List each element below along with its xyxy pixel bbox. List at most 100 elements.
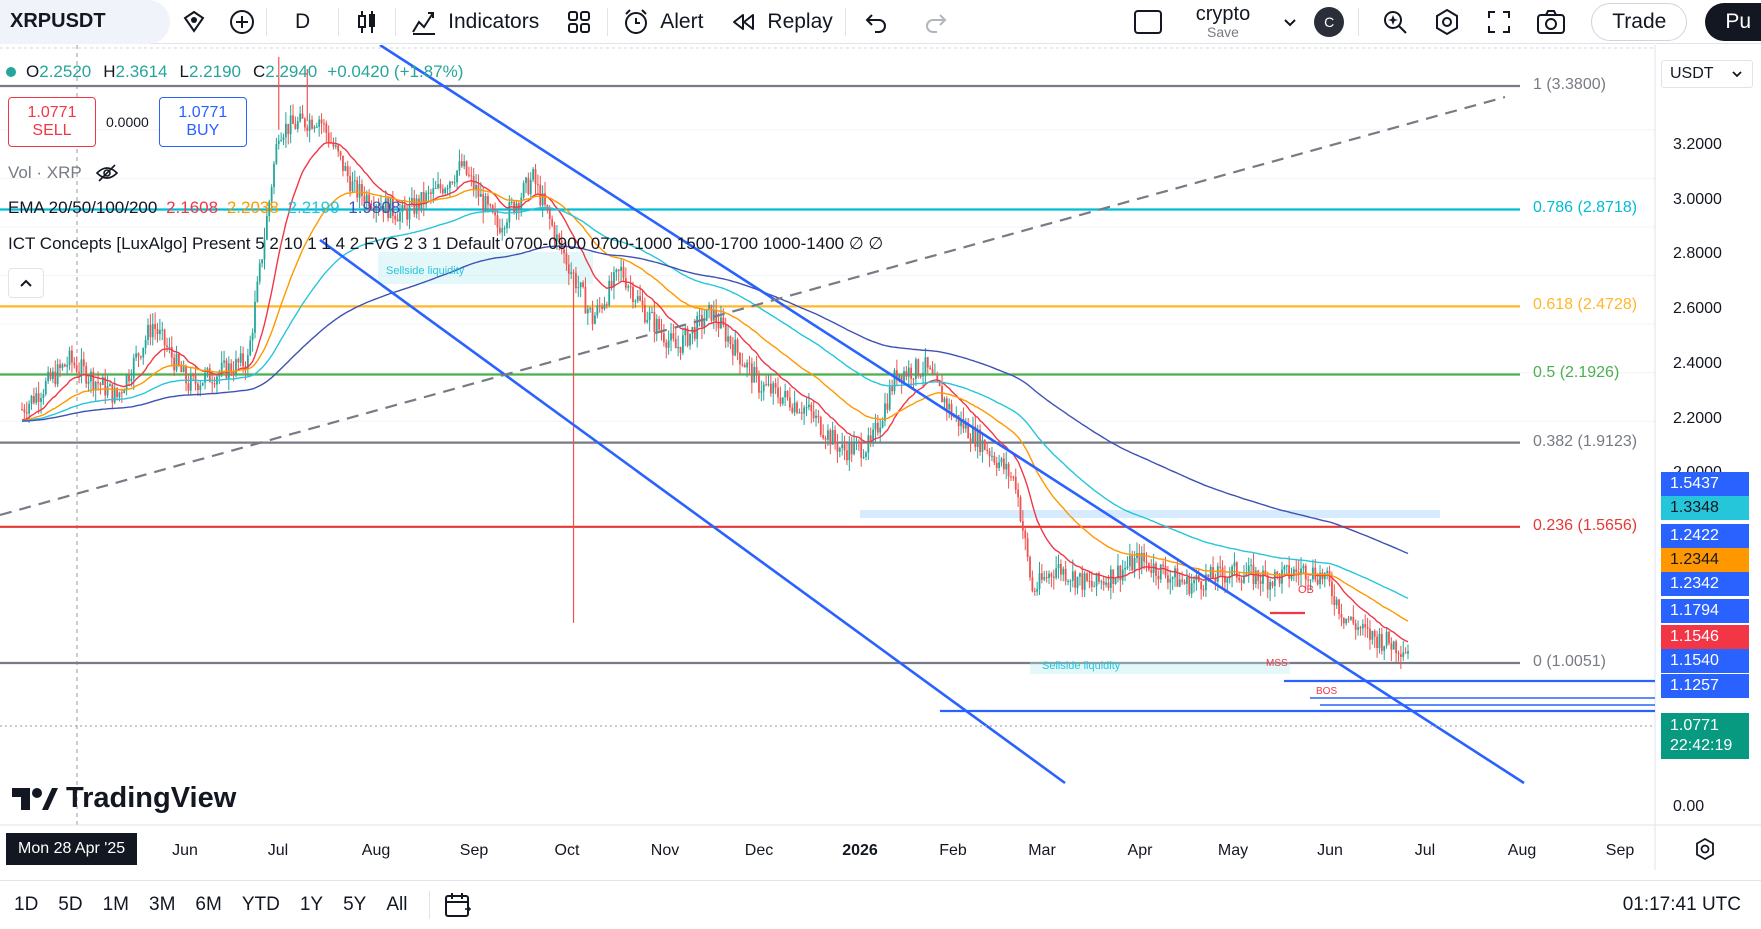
range-button-3m[interactable]: 3M: [149, 894, 176, 915]
range-button-1m[interactable]: 1M: [102, 894, 129, 915]
candle: [914, 357, 917, 386]
candle-body: [344, 166, 347, 171]
candle-body: [408, 204, 411, 220]
ict-legend[interactable]: ICT Concepts [LuxAlgo] Present 5 2 10 1 …: [8, 234, 883, 254]
candle: [667, 330, 670, 355]
indicators-button[interactable]: Indicators: [396, 0, 551, 44]
layout-button[interactable]: [1120, 0, 1176, 44]
templates-button[interactable]: [551, 0, 607, 44]
range-button-5d[interactable]: 5D: [58, 894, 83, 915]
range-button-6m[interactable]: 6M: [195, 894, 222, 915]
candle: [1067, 579, 1069, 586]
candle: [724, 317, 727, 349]
candle-body: [817, 415, 820, 418]
candle-body: [460, 161, 463, 167]
candle: [1247, 557, 1250, 583]
ob-label: OB: [1298, 584, 1314, 596]
tradingview-logo[interactable]: TradingView: [12, 782, 236, 815]
candle: [475, 173, 477, 199]
calendar-range-icon[interactable]: [442, 889, 474, 921]
time-axis-settings-icon[interactable]: [1692, 836, 1718, 862]
interval-button[interactable]: D: [267, 0, 338, 44]
eye-crossed-icon[interactable]: [94, 162, 120, 184]
snapshot-button[interactable]: [1525, 0, 1577, 44]
candle: [1347, 615, 1350, 623]
close-value: 2.2940: [265, 62, 318, 81]
range-button-1d[interactable]: 1D: [14, 894, 39, 915]
candle: [867, 427, 870, 460]
trendline-drawings[interactable]: [0, 45, 1655, 785]
volume-legend[interactable]: Vol · XRP: [8, 162, 120, 184]
candle: [589, 307, 592, 313]
range-button-1y[interactable]: 1Y: [299, 894, 324, 915]
candle-body: [841, 444, 844, 449]
time-tick-label: May: [1217, 842, 1249, 859]
candle: [1342, 617, 1345, 630]
ema100-value: 2.2199: [287, 198, 340, 217]
candle-body: [1345, 618, 1348, 624]
candle-body: [306, 127, 309, 131]
account-button[interactable]: C: [1310, 0, 1358, 44]
candle-body: [277, 140, 280, 144]
utc-clock[interactable]: 01:17:41 UTC: [1622, 894, 1741, 915]
settings-button[interactable]: [1421, 0, 1473, 44]
compare-button[interactable]: [170, 0, 218, 44]
symbol-search[interactable]: XRPUSDT: [0, 0, 170, 44]
fullscreen-button[interactable]: [1473, 0, 1525, 44]
candle: [850, 437, 853, 463]
candle: [161, 321, 164, 341]
add-symbol-button[interactable]: [218, 0, 266, 44]
publish-button[interactable]: Pu: [1705, 2, 1761, 41]
candle: [123, 388, 126, 394]
candle: [955, 406, 958, 422]
ema-legend[interactable]: EMA 20/50/100/200 2.1608 2.2038 2.2199 1…: [8, 198, 400, 218]
candle: [111, 384, 114, 410]
candle-body: [94, 381, 97, 390]
sellside-liquidity-label: Sellside liquidity: [1042, 660, 1121, 672]
candle-body: [964, 423, 967, 429]
candle-body: [912, 378, 915, 380]
layout-name-button[interactable]: crypto Save: [1176, 0, 1270, 44]
trade-button[interactable]: Trade: [1591, 2, 1688, 41]
candle: [78, 362, 80, 384]
ema-20-line: [21, 142, 1409, 643]
candle: [1383, 645, 1386, 660]
candle: [208, 363, 211, 383]
candle: [254, 290, 256, 339]
candle-body: [1019, 497, 1022, 522]
candle: [769, 374, 772, 397]
fibonacci-retracement[interactable]: [0, 84, 1520, 665]
candle-body: [308, 119, 311, 131]
candle-body: [59, 364, 61, 369]
candle-body: [525, 177, 527, 184]
layout-menu-button[interactable]: [1270, 0, 1310, 44]
candle: [1152, 553, 1155, 583]
sell-button[interactable]: 1.0771 SELL: [8, 97, 96, 147]
candle-body: [1060, 564, 1062, 575]
range-button-5y[interactable]: 5Y: [343, 894, 367, 915]
replay-button[interactable]: Replay: [715, 0, 844, 44]
candle: [827, 424, 829, 446]
candle: [964, 418, 967, 433]
currency-select[interactable]: USDT: [1661, 60, 1753, 88]
candle: [118, 391, 121, 402]
quick-search-button[interactable]: [1359, 0, 1421, 44]
range-button-all[interactable]: All: [386, 894, 408, 915]
candle: [548, 205, 551, 230]
candle: [643, 297, 646, 324]
legend-collapse-button[interactable]: [8, 268, 44, 298]
alert-button[interactable]: Alert: [608, 0, 715, 44]
candle: [1029, 555, 1031, 581]
price-chart[interactable]: Sellside liquidity Sellside liquidity OB MS…: [0, 45, 1761, 880]
price-tick-label: 0.00: [1673, 798, 1705, 815]
redo-button[interactable]: [906, 0, 966, 44]
time-tick-label: Sep: [459, 842, 489, 859]
candle-body: [1269, 581, 1272, 590]
range-button-ytd[interactable]: YTD: [241, 894, 280, 915]
candle: [453, 175, 456, 187]
undo-button[interactable]: [846, 0, 906, 44]
buy-button[interactable]: 1.0771 BUY: [158, 97, 247, 147]
chart-type-button[interactable]: [339, 0, 395, 44]
current-price-value: 1.0771: [1670, 717, 1719, 734]
candle-body: [1371, 630, 1374, 640]
